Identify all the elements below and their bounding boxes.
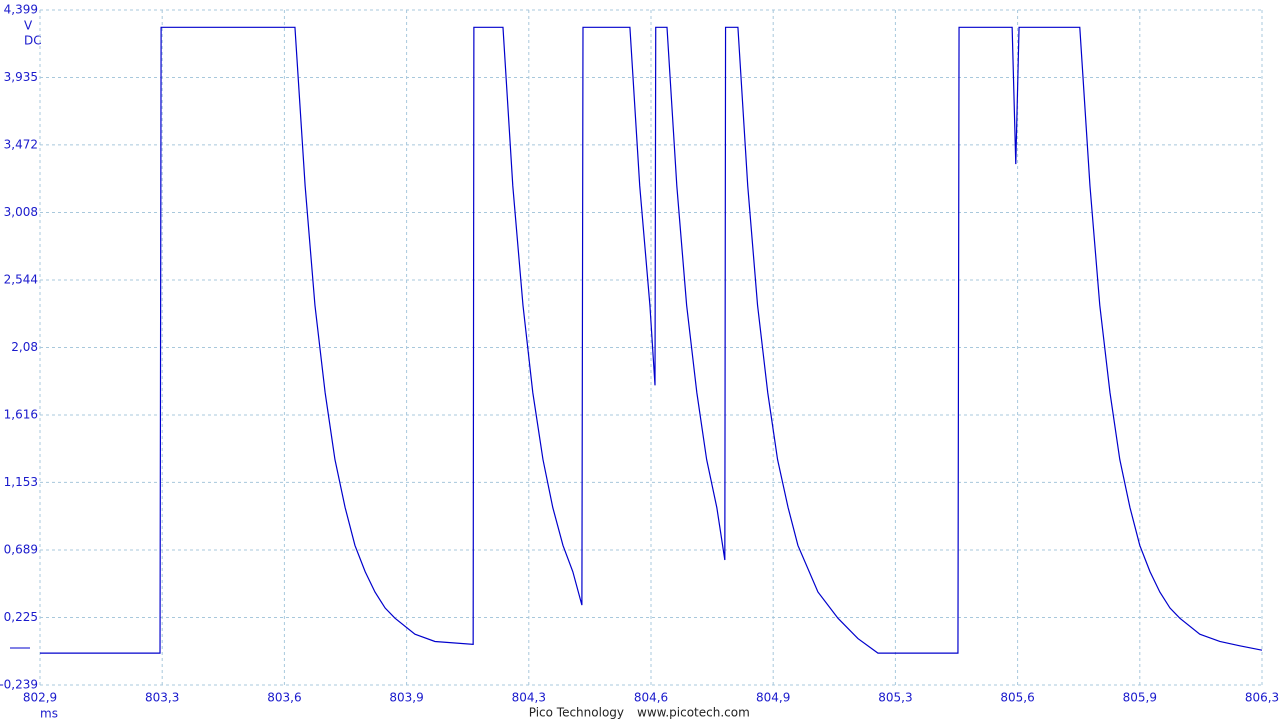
y-tick-label: 0,689 <box>4 542 38 556</box>
y-tick-label: 2,08 <box>11 340 38 354</box>
x-tick-label: 805,9 <box>1123 691 1157 705</box>
x-tick-label: 805,3 <box>878 691 912 705</box>
footer-company: Pico Technology <box>529 706 624 720</box>
x-tick-label: 802,9 <box>23 691 57 705</box>
x-tick-label: 803,3 <box>145 691 179 705</box>
x-tick-label: 803,6 <box>267 691 301 705</box>
y-tick-label: 0,225 <box>4 610 38 624</box>
x-tick-label: 806,3 <box>1245 691 1279 705</box>
x-tick-label: 803,9 <box>389 691 423 705</box>
x-tick-label: 804,9 <box>756 691 790 705</box>
x-tick-label: 804,6 <box>634 691 668 705</box>
y-unit: V <box>24 19 33 33</box>
y-tick-label: 3,008 <box>4 205 38 219</box>
signal-trace <box>40 26 1263 654</box>
x-tick-label: 805,6 <box>1000 691 1034 705</box>
y-tick-label: 1,153 <box>4 475 38 489</box>
y-tick-label: 2,544 <box>4 272 38 286</box>
y-coupling: DC <box>24 34 42 48</box>
y-tick-label: -0,239 <box>0 678 38 692</box>
y-tick-label: 3,472 <box>4 137 38 151</box>
y-tick-label: 4,399 <box>4 3 38 17</box>
x-tick-label: 804,3 <box>512 691 546 705</box>
y-tick-label: 3,935 <box>4 70 38 84</box>
y-tick-label: 1,616 <box>4 408 38 422</box>
x-unit: ms <box>40 707 58 720</box>
footer-url: www.picotech.com <box>637 706 750 720</box>
